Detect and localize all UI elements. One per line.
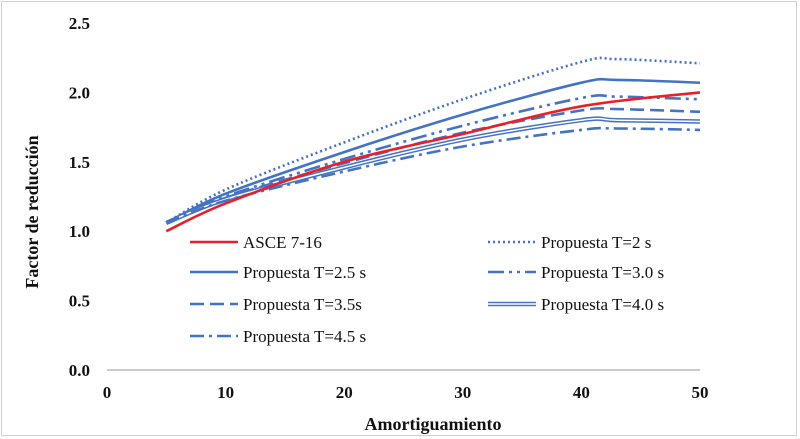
x-axis-title: Amortiguamiento (365, 414, 502, 434)
legend-label-propuesta-t-2-s: Propuesta T=2 s (541, 233, 651, 252)
y-tick-label: 0.0 (69, 361, 90, 380)
legend-label-propuesta-t-2-5-s: Propuesta T=2.5 s (243, 263, 366, 282)
series-line-propuesta-t-4-0-s-inner (166, 117, 701, 224)
x-tick-label: 50 (692, 383, 709, 402)
y-tick-label: 2.0 (69, 83, 90, 102)
tick-labels: 0 10 20 30 40 50 0.0 0.5 1.0 1.5 2.0 2.5 (69, 14, 709, 402)
legend-label-propuesta-t-3-5s: Propuesta T=3.5s (243, 295, 362, 314)
series-line-asce-7-16 (165, 91, 701, 233)
series-line-propuesta-t-4-5-s (165, 126, 701, 225)
y-tick-label: 1.0 (69, 222, 90, 241)
x-tick-label: 0 (103, 383, 112, 402)
y-tick-label: 1.5 (69, 153, 90, 172)
series-line-propuesta-t-3-5s (165, 106, 701, 225)
legend-label-propuesta-t-4-5-s: Propuesta T=4.5 s (243, 327, 366, 346)
x-tick-label: 30 (454, 383, 471, 402)
y-tick-label: 2.5 (69, 14, 90, 33)
series-line-propuesta-t-2-s (165, 56, 701, 225)
plot-lines (165, 56, 701, 233)
series-line-propuesta-t-3-0-s (165, 94, 701, 225)
x-tick-label: 10 (217, 383, 234, 402)
legend: ASCE 7-16 Propuesta T=2 s Propuesta T=2.5 … (190, 233, 664, 346)
x-tick-label: 40 (573, 383, 590, 402)
legend-label-propuesta-t-4-0-s: Propuesta T=4.0 s (541, 295, 664, 314)
legend-label-propuesta-t-3-0-s: Propuesta T=3.0 s (541, 263, 664, 282)
x-tick-label: 20 (336, 383, 353, 402)
legend-label-asce-7-16: ASCE 7-16 (243, 233, 322, 252)
y-tick-label: 0.5 (69, 292, 90, 311)
y-axis-title: Factor de reducción (22, 135, 42, 288)
series-line-propuesta-t-2-5-s (165, 77, 701, 225)
